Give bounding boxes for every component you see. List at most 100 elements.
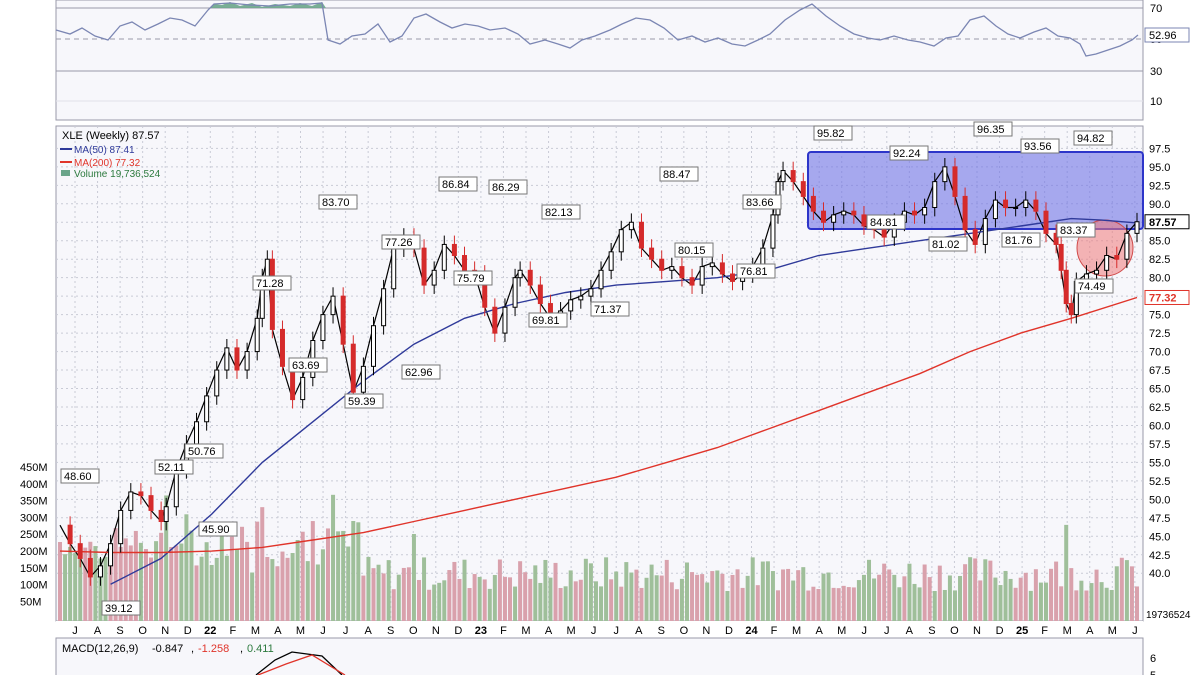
- volume-bar: [558, 587, 563, 621]
- candle-body: [244, 351, 250, 371]
- x-axis-label: M: [1108, 625, 1117, 637]
- volume-bar: [781, 569, 786, 621]
- price-annotation: 81.02: [932, 239, 960, 251]
- candle-body: [462, 255, 468, 271]
- volume-bar: [502, 576, 507, 621]
- x-axis-label: J: [1132, 625, 1138, 637]
- macd-value-1: -0.847: [152, 643, 183, 655]
- volume-bar: [128, 545, 133, 621]
- candle-body: [320, 314, 326, 341]
- candle-body: [800, 181, 806, 197]
- volume-bar: [674, 589, 679, 621]
- x-axis-label: N: [702, 625, 710, 637]
- volume-bar: [765, 561, 770, 621]
- candle-body: [148, 495, 154, 511]
- x-axis-label: M: [567, 625, 576, 637]
- price-annotation-box: [590, 301, 630, 317]
- price-annotation: 94.82: [1077, 133, 1105, 145]
- x-axis-label: J: [591, 625, 597, 637]
- price-annotation: 45.90: [202, 524, 230, 536]
- candle-body: [264, 258, 270, 279]
- candle-body: [224, 347, 230, 371]
- price-annotation: 93.56: [1024, 141, 1052, 153]
- volume-bar: [331, 494, 336, 621]
- price-tick-label: 47.5: [1149, 513, 1170, 525]
- price-tick-label: 95.0: [1149, 162, 1170, 174]
- macd-panel: MACD(12,26,9) -0.847 , -1.258 , 0.411 6 …: [55, 637, 1156, 675]
- candle-body: [97, 565, 103, 578]
- volume-bar: [174, 545, 179, 621]
- macd-sep-1: ,: [191, 643, 194, 655]
- volume-bar: [877, 574, 882, 621]
- price-tick-label: 82.5: [1149, 254, 1170, 266]
- price-annotation: 96.35: [977, 124, 1005, 136]
- x-axis-label: A: [94, 625, 102, 637]
- price-annotation-box: [184, 443, 224, 459]
- volume-bar: [361, 575, 366, 621]
- volume-bar: [1033, 569, 1038, 621]
- price-annotation: 69.81: [532, 315, 560, 327]
- x-axis-label: J: [862, 625, 868, 637]
- macd-value-2: -1.258: [198, 643, 229, 655]
- price-tick-label: 42.5: [1149, 550, 1170, 562]
- volume-bar: [927, 577, 932, 621]
- price-annotation-box: [928, 236, 968, 252]
- volume-bar: [169, 547, 174, 621]
- candle-body: [568, 299, 574, 312]
- candle-body: [659, 258, 665, 271]
- price-annotation-box: [401, 364, 441, 380]
- price-tick-label: 65.0: [1149, 384, 1170, 396]
- macd-sep-2: ,: [240, 643, 243, 655]
- volume-bar: [93, 546, 98, 621]
- volume-bar: [902, 576, 907, 621]
- candle-body: [118, 509, 124, 545]
- candle-body: [1053, 232, 1059, 245]
- x-axis-label: J: [72, 625, 78, 637]
- price-annotation: 80.15: [678, 245, 706, 257]
- candle-body: [912, 210, 918, 216]
- volume-bar: [462, 559, 467, 621]
- rsi-value-label: 52.96: [1149, 30, 1177, 42]
- volume-bar: [138, 542, 143, 621]
- volume-bar: [391, 589, 396, 621]
- price-annotation-box: [453, 270, 493, 286]
- volume-bar: [583, 558, 588, 621]
- price-tick-label: 92.5: [1149, 180, 1170, 192]
- volume-tick-label: 150M: [20, 563, 48, 575]
- volume-bar: [437, 582, 442, 621]
- x-axis-label: J: [343, 625, 349, 637]
- x-axis-label: M: [1063, 625, 1072, 637]
- volume-tick-label: 250M: [20, 529, 48, 541]
- volume-bar: [497, 559, 502, 621]
- volume-bar: [194, 565, 199, 621]
- volume-bar: [1023, 572, 1028, 621]
- volume-bar: [715, 570, 720, 621]
- volume-bar: [543, 559, 548, 621]
- x-axis-label: 25: [1016, 625, 1028, 637]
- candle-body: [254, 317, 260, 353]
- rsi-tick-label: 10: [1150, 96, 1162, 108]
- candle-body: [638, 221, 644, 249]
- volume-tick-label: 300M: [20, 512, 48, 524]
- volume-bar: [609, 579, 614, 621]
- price-annotation-box: [973, 121, 1013, 137]
- price-annotation-box: [1001, 232, 1041, 248]
- volume-bar: [599, 586, 604, 621]
- price-annotation: 84.81: [870, 217, 898, 229]
- price-annotation-box: [889, 145, 929, 161]
- volume-tick-label: 50M: [20, 596, 41, 608]
- volume-bar: [98, 558, 103, 621]
- volume-bar: [184, 514, 189, 621]
- price-annotation: 62.96: [405, 367, 433, 379]
- candle-body: [441, 243, 447, 271]
- volume-bar: [932, 590, 937, 621]
- candle-body: [780, 170, 786, 183]
- volume-bar: [229, 536, 234, 621]
- volume-tick-label: 400M: [20, 479, 48, 491]
- volume-bar: [973, 558, 978, 621]
- volume-bar: [912, 583, 917, 621]
- price-tick-label: 80.0: [1149, 273, 1170, 285]
- volume-bar: [472, 574, 477, 621]
- candle-body: [689, 277, 695, 286]
- volume-bar: [189, 530, 194, 621]
